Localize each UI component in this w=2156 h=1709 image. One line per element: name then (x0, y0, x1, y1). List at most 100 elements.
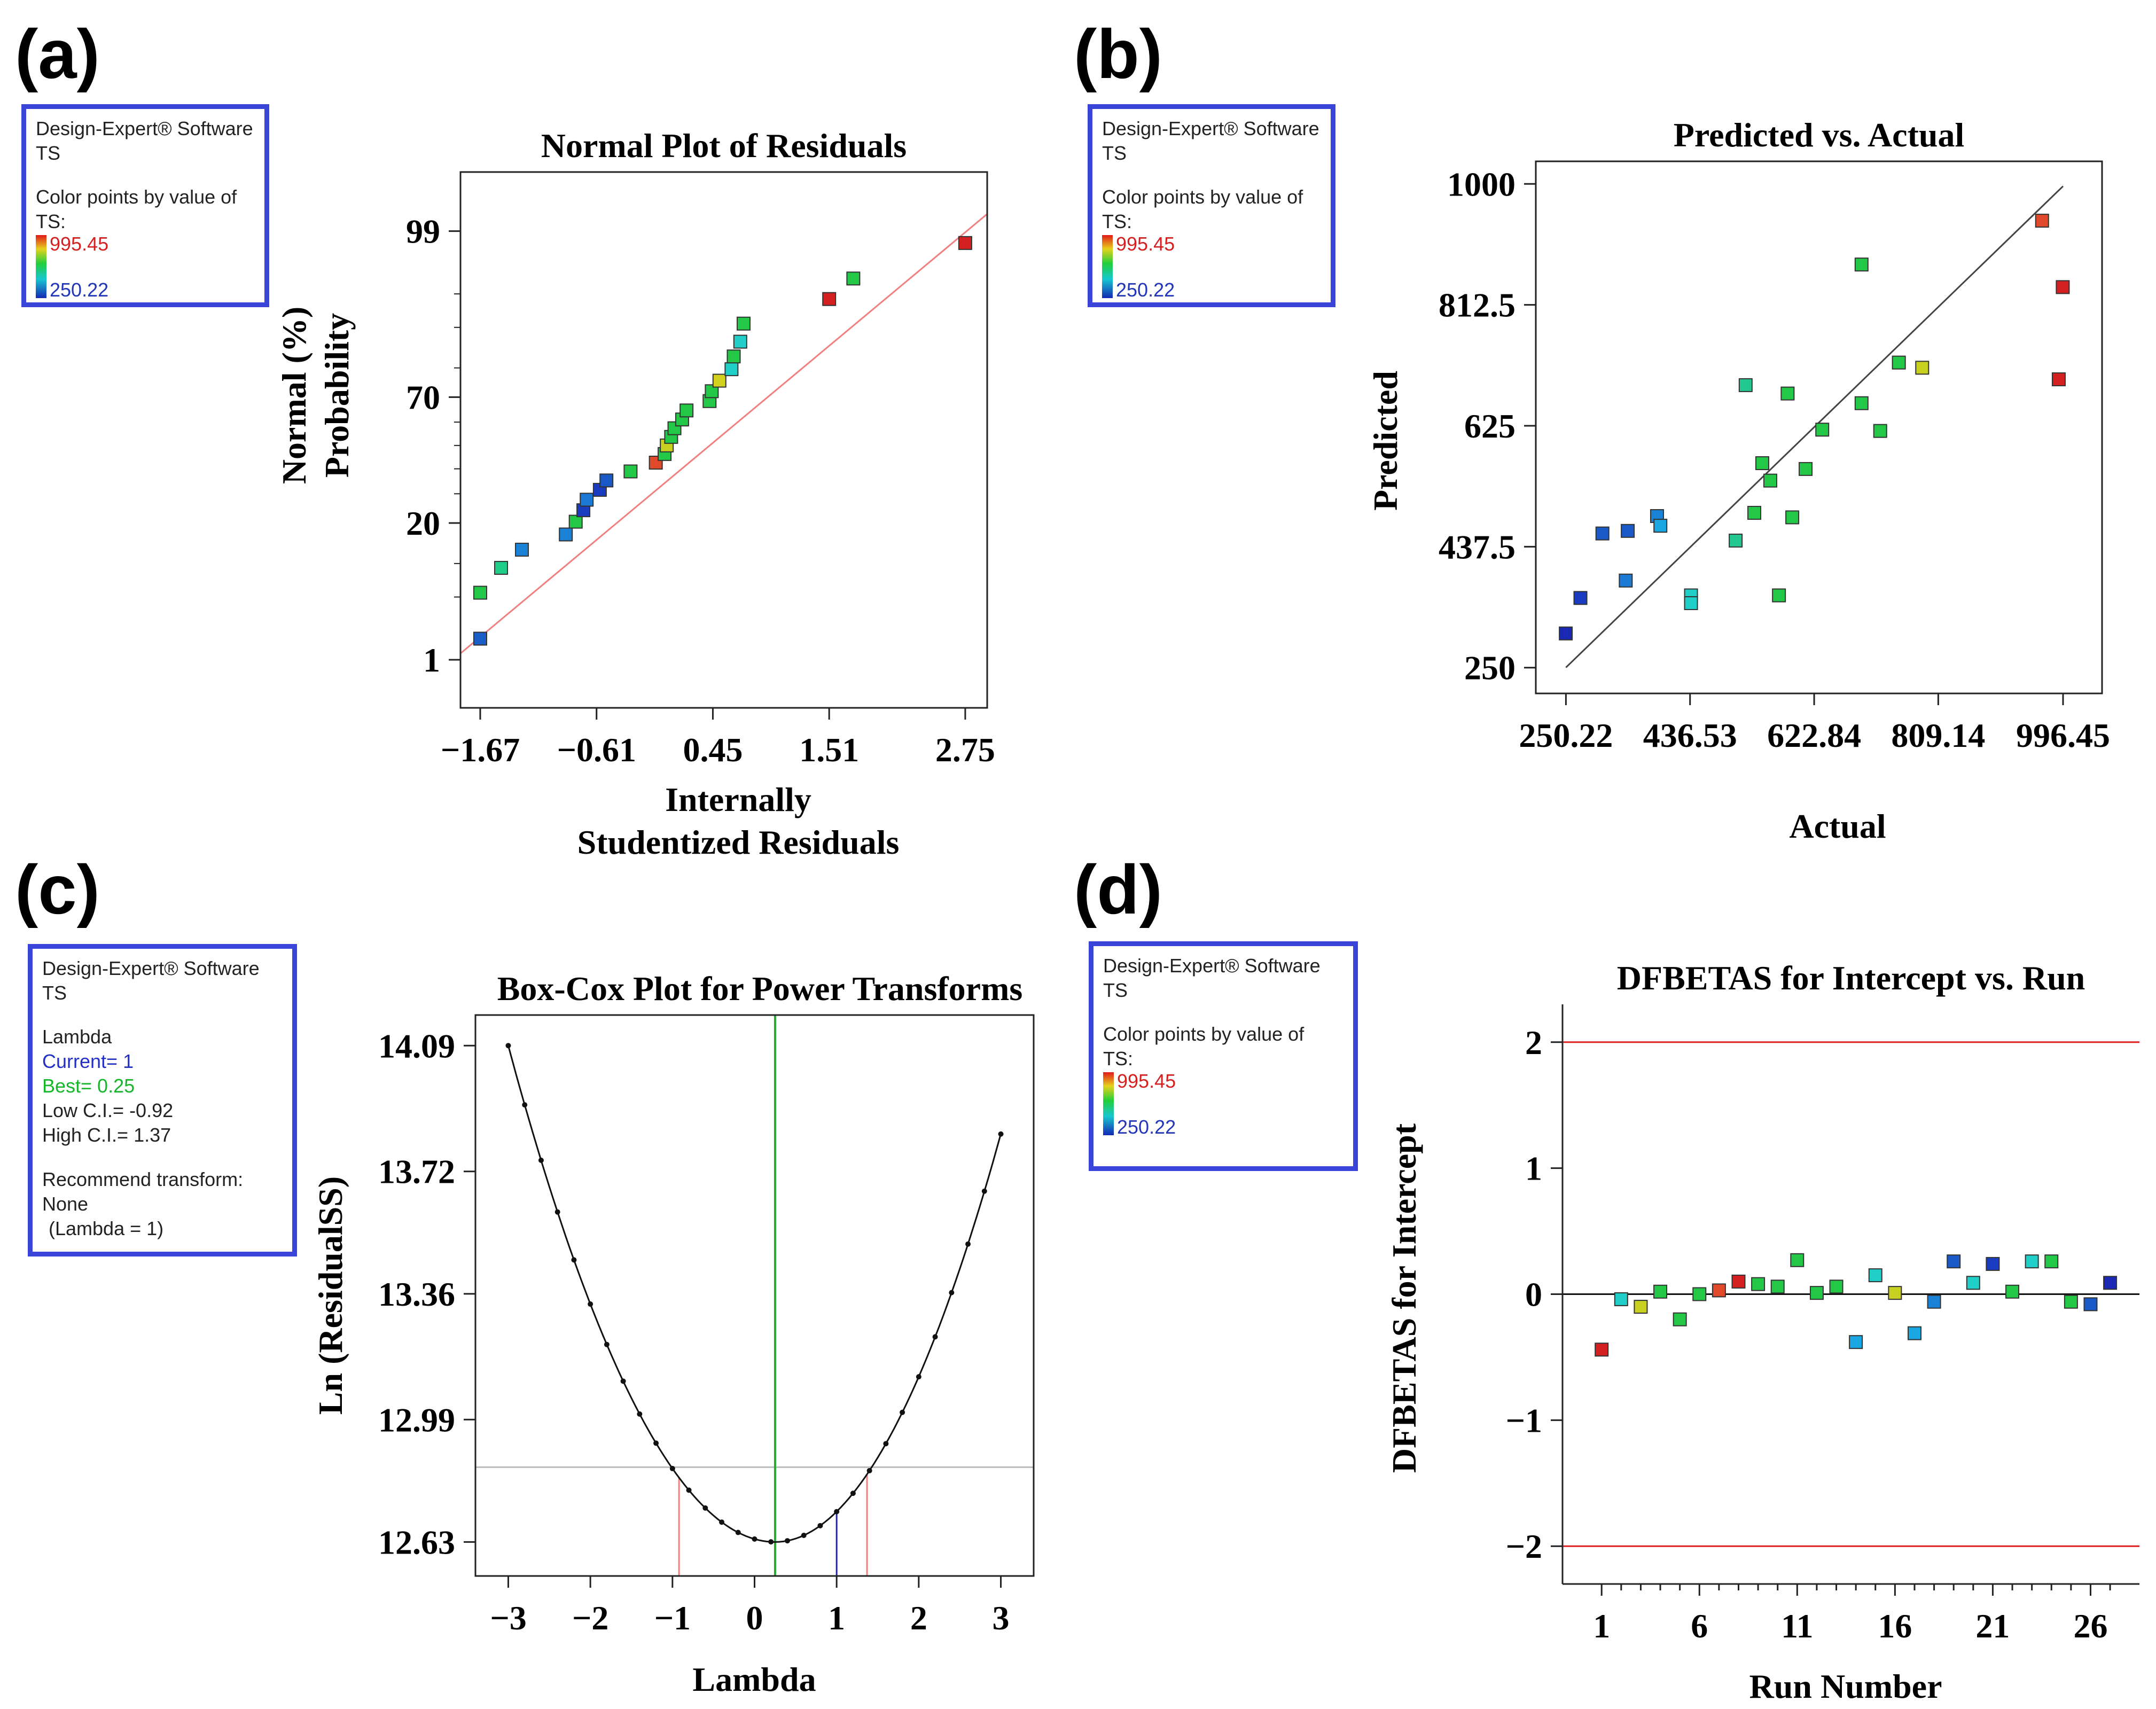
y-tick-label: −2 (1506, 1527, 1542, 1565)
data-point (1621, 524, 1635, 538)
legend-recommend: Recommend transform: (42, 1168, 244, 1190)
data-point (580, 493, 594, 507)
x-axis-label-b: Actual (1789, 807, 1886, 845)
data-point (1595, 1343, 1609, 1357)
legend-color-label-2: TS: (1103, 1048, 1134, 1070)
data-point (1947, 1254, 1961, 1269)
y-axis-label-d: DFBETAS for Intercept (1385, 1123, 1423, 1473)
color-scale-bar (1102, 235, 1113, 299)
y-tick-label: 12.99 (378, 1401, 455, 1439)
x-tick-label: 0 (746, 1599, 763, 1637)
curve-point (834, 1509, 840, 1515)
data-point (727, 349, 741, 364)
data-point (822, 292, 837, 306)
curve-point (932, 1334, 938, 1340)
y-tick-label: 13.36 (378, 1275, 455, 1313)
data-point (1712, 1283, 1726, 1298)
data-point (515, 542, 529, 557)
curve-point (538, 1157, 544, 1163)
data-point (473, 631, 487, 646)
data-point (1829, 1279, 1843, 1294)
data-point (1888, 1286, 1902, 1300)
data-point (679, 403, 694, 418)
y-tick-label: 1000 (1447, 165, 1516, 203)
x-tick-label: 622.84 (1767, 716, 1861, 754)
y-axis-label-b: Predicted (1366, 371, 1404, 511)
curve-point (866, 1468, 872, 1473)
y-tick-label: 2 (1525, 1024, 1542, 1062)
curve-point (817, 1523, 823, 1528)
legend-transform: None (42, 1192, 89, 1215)
x-tick-label: 21 (1975, 1607, 2010, 1645)
legend-color-label-2: TS: (1102, 210, 1132, 233)
y-tick-label: 0 (1525, 1276, 1542, 1314)
data-point (1966, 1276, 1980, 1290)
x-axis-label-a: Studentized Residuals (577, 823, 900, 861)
data-point (1763, 473, 1777, 488)
data-point (958, 236, 972, 250)
y-tick-label: 1 (423, 641, 440, 679)
data-point (733, 334, 747, 349)
x-tick-label: 11 (1781, 1607, 1813, 1645)
chart-title-a: Normal Plot of Residuals (541, 127, 907, 165)
data-point (1772, 588, 1786, 603)
panel-label-c: (c) (15, 850, 100, 928)
legend-response: TS (42, 982, 67, 1004)
curve-point (752, 1536, 757, 1542)
x-tick-label: 26 (2073, 1607, 2107, 1645)
legend-color-label-2: TS: (36, 210, 66, 233)
data-point (1809, 1286, 1824, 1300)
curve-point (637, 1411, 643, 1417)
data-point (2083, 1297, 2098, 1312)
curve-point (505, 1043, 511, 1049)
legend-lambda-heading: Lambda (42, 1026, 112, 1048)
legend-response: TS (36, 142, 61, 165)
curve-point (522, 1102, 528, 1108)
curve-point (653, 1440, 659, 1446)
data-point (1854, 396, 1869, 410)
data-point (494, 560, 509, 575)
data-point (1573, 591, 1588, 605)
y-tick-label: 20 (406, 504, 440, 542)
y-tick-label: 437.5 (1439, 528, 1516, 566)
data-point (1729, 533, 1743, 548)
data-point (1854, 257, 1869, 272)
curve-point (588, 1301, 593, 1307)
color-scale-min: 250.22 (50, 279, 109, 301)
legend-d: Design-Expert® Software TS Color points … (1089, 941, 1358, 1171)
data-point (1653, 519, 1668, 533)
plot-frame-a (459, 171, 988, 709)
curve-point (768, 1539, 774, 1545)
y-axis-label-c: Ln (ResidualSS) (311, 1176, 349, 1415)
data-point (1915, 361, 1930, 375)
data-point (2025, 1254, 2039, 1269)
x-tick-label: 1.51 (799, 731, 859, 769)
data-point (568, 514, 583, 529)
reference-line (460, 213, 988, 654)
reference-line (1565, 185, 2064, 668)
curve-point (801, 1532, 807, 1538)
data-point (1559, 626, 1573, 641)
color-scale-max: 995.45 (50, 233, 109, 255)
y-tick-label: 12.63 (378, 1523, 455, 1561)
x-tick-label: 6 (1691, 1607, 1708, 1645)
y-tick-label: 1 (1525, 1150, 1542, 1188)
x-tick-label: 809.14 (1891, 716, 1985, 754)
curve-point (900, 1409, 905, 1415)
chart-title-c: Box-Cox Plot for Power Transforms (497, 970, 1023, 1008)
x-tick-label: 1 (1593, 1607, 1610, 1645)
data-point (2064, 1294, 2078, 1309)
curve-point (669, 1465, 675, 1471)
x-axis-label-d: Run Number (1749, 1667, 1942, 1705)
data-point (1634, 1300, 1648, 1314)
data-point (1595, 526, 1610, 541)
x-tick-label: 0.45 (683, 731, 743, 769)
legend-color-label: Color points by value of (36, 186, 237, 208)
y-tick-label: 14.09 (378, 1027, 455, 1065)
legend-software: Design-Expert® Software (1102, 118, 1319, 139)
color-scale-max: 995.45 (1117, 1070, 1176, 1092)
legend-best: Best= 0.25 (42, 1075, 135, 1097)
data-point (1799, 462, 1813, 476)
y-tick-label: 99 (406, 213, 440, 251)
